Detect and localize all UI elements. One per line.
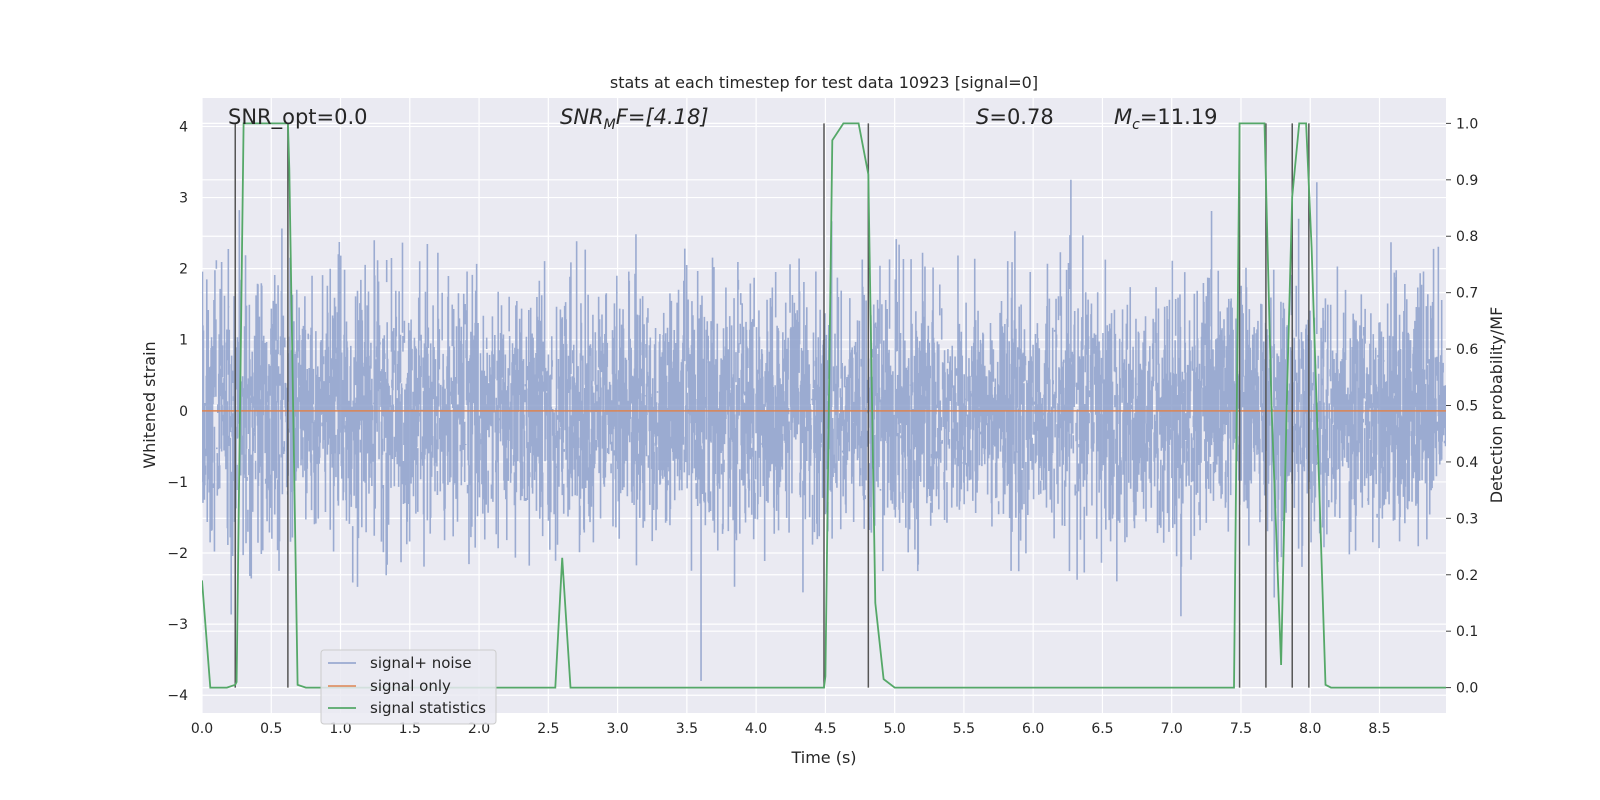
y-tick-label: 1 (179, 333, 188, 349)
x-tick-label: 2.5 (537, 721, 559, 737)
event-markers (234, 123, 1310, 688)
x-tick-label: 0.5 (260, 721, 282, 737)
x-tick-label: 4.0 (745, 721, 767, 737)
noise-series (202, 179, 1446, 681)
x-tick-label: 6.0 (1022, 721, 1044, 737)
y-tick-label: 2 (179, 262, 188, 278)
y-axis-label: Whitened strain (140, 341, 159, 468)
y-right-axis-label: Detection probability/MF (1487, 307, 1506, 504)
y-right-tick-label: 0.7 (1456, 286, 1478, 302)
y-right-tick-label: 1.0 (1456, 116, 1478, 132)
legend-box (320, 649, 497, 725)
x-tick-label: 1.5 (399, 721, 421, 737)
chart-title: stats at each timestep for test data 109… (610, 73, 1038, 92)
x-axis-ticks: 0.0 0.5 1.0 1.5 2.0 2.5 3.0 3.5 4.0 4.5 5.0 5.5 6.0 6… (191, 721, 1391, 737)
y-right-tick-label: 0.3 (1456, 511, 1478, 527)
signal-statistics-series (202, 122, 1446, 689)
y-right-axis-ticks: 1.0 0.9 0.8 0.7 0.6 0.5 0.4 0.3 0.2 0.1 0.0 (1446, 116, 1478, 697)
x-tick-label: 5.0 (884, 721, 906, 737)
y-tick-label: −2 (167, 546, 188, 562)
legend-label-stats: signal statistics (370, 699, 486, 717)
y-axis-ticks: 4 3 2 1 0 −1 −2 −3 −4 (167, 119, 188, 704)
y-right-tick-label: 0.6 (1456, 342, 1478, 358)
x-tick-label: 4.5 (814, 721, 836, 737)
annotation-snr-opt: SNR_opt=0.0 (228, 105, 368, 130)
y-right-tick-label: 0.4 (1456, 455, 1478, 471)
x-tick-label: 7.5 (1230, 721, 1252, 737)
x-tick-label: 6.5 (1091, 721, 1113, 737)
y-tick-label: −3 (167, 617, 188, 633)
y-tick-label: 4 (179, 119, 188, 135)
y-right-tick-label: 0.0 (1456, 681, 1478, 697)
y-right-tick-label: 0.5 (1456, 399, 1478, 415)
annotation-mc: Mc=11.19 (1114, 105, 1218, 133)
x-tick-label: 0.0 (191, 721, 213, 737)
y-tick-label: −4 (167, 688, 188, 704)
x-tick-label: 1.0 (329, 721, 351, 737)
y-tick-label: 3 (179, 191, 188, 207)
x-tick-label: 2.0 (468, 721, 490, 737)
y-tick-label: −1 (167, 475, 188, 491)
legend: signal+ noise signal only signal statist… (320, 649, 497, 725)
x-tick-label: 8.5 (1368, 721, 1390, 737)
legend-label-signal: signal only (370, 677, 451, 695)
y-right-tick-label: 0.8 (1456, 229, 1478, 245)
x-axis-label: Time (s) (790, 748, 856, 767)
y-tick-label: 0 (179, 404, 188, 420)
y-right-tick-label: 0.9 (1456, 173, 1478, 189)
annotation-snr-mf: SNRMF=[4.18] (560, 105, 709, 133)
x-tick-label: 7.0 (1161, 721, 1183, 737)
x-tick-label: 8.0 (1299, 721, 1321, 737)
y-right-tick-label: 0.2 (1456, 568, 1478, 584)
y-right-tick-label: 0.1 (1456, 624, 1478, 640)
x-tick-label: 5.5 (953, 721, 975, 737)
x-tick-label: 3.5 (676, 721, 698, 737)
annotation-s: S=0.78 (976, 105, 1054, 129)
legend-label-noise: signal+ noise (370, 654, 472, 672)
x-tick-label: 3.0 (606, 721, 628, 737)
